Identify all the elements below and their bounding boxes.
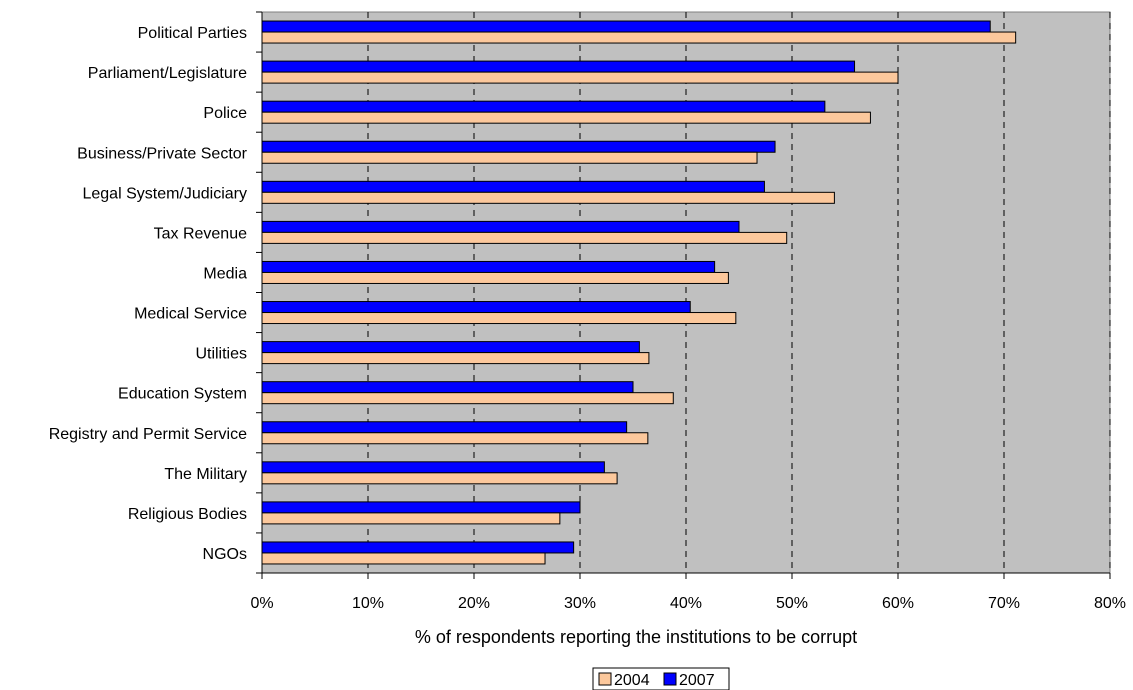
legend-label-2004: 2004 (614, 672, 650, 689)
category-label-2: Police (203, 105, 247, 122)
bar-2004-12 (261, 512, 561, 525)
category-label-0: Political Parties (138, 25, 247, 42)
x-tick-label-1: 10% (352, 595, 384, 612)
category-label-6: Media (203, 265, 247, 282)
category-label-11: The Military (164, 466, 247, 483)
x-tick-label-8: 80% (1094, 595, 1126, 612)
x-tick-labels: 0% 10% 20% 30% 40% 50% 60% 70% 80% (250, 595, 1126, 612)
category-label-1: Parliament/Legislature (88, 65, 247, 82)
bar-2007-5 (261, 220, 740, 233)
x-tick-label-2: 20% (458, 595, 490, 612)
bar-2007-3 (261, 140, 776, 153)
bar-2004-5 (261, 231, 788, 244)
bar-2004-10 (261, 432, 649, 445)
x-axis-title: % of respondents reporting the instituti… (415, 627, 857, 647)
bar-2007-12 (261, 501, 581, 514)
bar-2004-8 (261, 352, 650, 365)
bar-2007-2 (261, 100, 826, 113)
bar-2007-13 (261, 541, 575, 554)
category-label-10: Registry and Permit Service (49, 426, 247, 443)
bar-2007-7 (261, 301, 691, 314)
legend-swatch-2004 (598, 672, 612, 686)
bar-2004-2 (261, 111, 871, 124)
axes (256, 11, 1111, 579)
bar-2004-6 (261, 271, 729, 284)
bar-2007-10 (261, 421, 628, 434)
x-tick-label-5: 50% (776, 595, 808, 612)
legend-box (592, 667, 730, 690)
category-label-12: Religious Bodies (128, 506, 247, 523)
category-label-8: Utilities (195, 346, 247, 363)
category-label-4: Legal System/Judiciary (82, 185, 247, 202)
bar-2007-9 (261, 381, 634, 394)
bar-2004-4 (261, 191, 835, 204)
bar-2004-11 (261, 472, 618, 485)
bar-2007-1 (261, 60, 856, 73)
x-tick-label-4: 40% (670, 595, 702, 612)
x-tick-label-0: 0% (250, 595, 273, 612)
x-tick-label-6: 60% (882, 595, 914, 612)
category-label-5: Tax Revenue (154, 225, 247, 242)
x-tick-label-7: 70% (988, 595, 1020, 612)
bar-2004-13 (261, 552, 546, 565)
bar-2004-9 (261, 392, 674, 405)
bar-2007-11 (261, 461, 605, 474)
legend: 2004 2007 (592, 667, 730, 690)
x-tick-label-3: 30% (564, 595, 596, 612)
bar-2007-0 (261, 20, 991, 33)
bar-2007-4 (261, 180, 765, 193)
bar-2004-1 (261, 71, 899, 84)
bar-2004-7 (261, 312, 737, 325)
bar-2007-6 (261, 260, 716, 273)
category-label-9: Education System (118, 386, 247, 403)
bar-2007-8 (261, 341, 640, 354)
category-label-13: NGOs (203, 546, 247, 563)
legend-label-2007: 2007 (679, 672, 715, 689)
category-label-3: Business/Private Sector (77, 145, 248, 162)
bar-2004-3 (261, 151, 758, 164)
category-labels: Political Parties Parliament/Legislature P… (49, 25, 248, 563)
bar-2004-0 (261, 31, 1017, 44)
category-label-7: Medical Service (134, 306, 247, 323)
legend-swatch-2007 (663, 672, 677, 686)
